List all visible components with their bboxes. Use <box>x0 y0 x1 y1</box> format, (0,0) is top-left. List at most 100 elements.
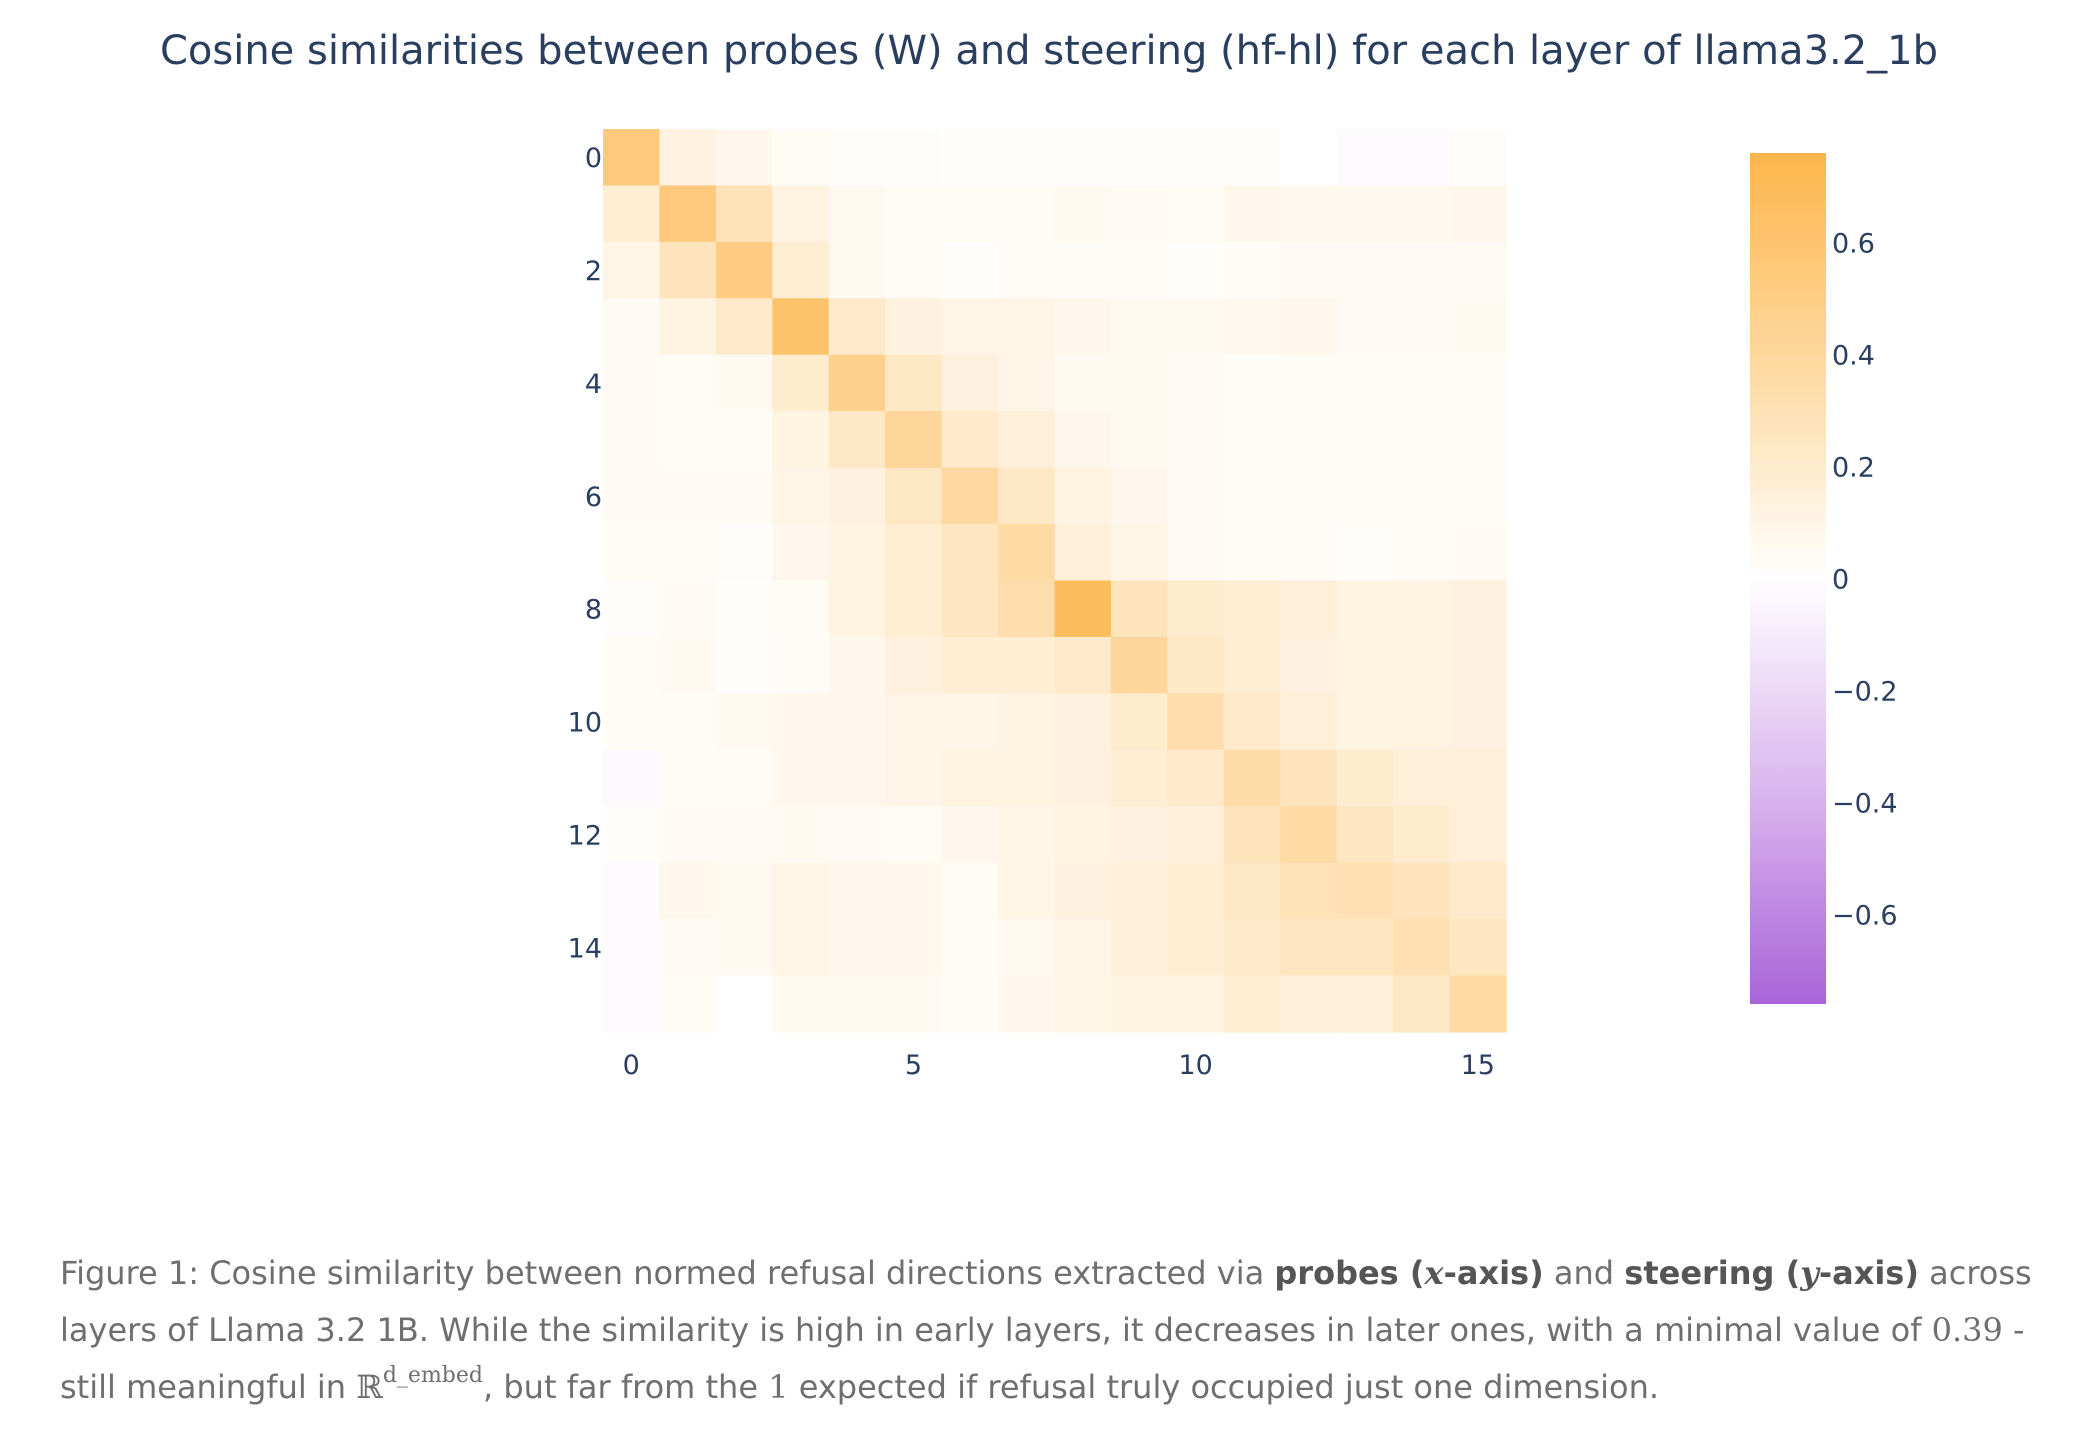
heatmap-cell <box>603 693 661 751</box>
heatmap-cell <box>1336 636 1394 694</box>
heatmap-cell <box>885 636 943 694</box>
heatmap-cell <box>603 975 661 1033</box>
heatmap-cell <box>715 298 773 356</box>
heatmap-cell <box>1280 975 1338 1033</box>
heatmap-cell <box>1110 129 1168 187</box>
heatmap-cell <box>1449 862 1507 920</box>
heatmap-cell <box>998 749 1056 807</box>
heatmap-cell <box>1223 749 1281 807</box>
heatmap-cell <box>772 693 830 751</box>
heatmap-cell <box>941 862 999 920</box>
heatmap-cell <box>772 467 830 525</box>
heatmap-cell <box>1167 636 1225 694</box>
heatmap-cell <box>1167 298 1225 356</box>
heatmap-cell <box>1336 693 1394 751</box>
heatmap-cell <box>603 298 661 356</box>
heatmap-cell <box>1054 185 1112 243</box>
heatmap-cell <box>1110 185 1168 243</box>
heatmap-cell <box>1054 862 1112 920</box>
heatmap-cell <box>1223 129 1281 187</box>
heatmap-cell <box>1393 129 1451 187</box>
heatmap-cell <box>659 919 717 977</box>
caption-space-superscript: d_embed <box>382 1363 483 1388</box>
heatmap-cell <box>1280 298 1338 356</box>
heatmap-cell <box>828 298 886 356</box>
heatmap-cell <box>1054 580 1112 638</box>
heatmap-cell <box>885 298 943 356</box>
figure-caption: Figure 1: Cosine similarity between norm… <box>60 1245 2050 1416</box>
heatmap-cell <box>998 524 1056 582</box>
heatmap-cell <box>1054 354 1112 412</box>
heatmap-cell <box>772 129 830 187</box>
heatmap-cell <box>715 580 773 638</box>
heatmap-cell <box>1280 919 1338 977</box>
heatmap-cell <box>828 241 886 299</box>
heatmap-cell <box>1167 411 1225 469</box>
heatmap-cell <box>1280 241 1338 299</box>
heatmap-cell <box>772 919 830 977</box>
heatmap-cell <box>603 749 661 807</box>
heatmap-cell <box>1280 467 1338 525</box>
heatmap-cell <box>1393 185 1451 243</box>
chart-title: Cosine similarities between probes (W) a… <box>159 28 1939 74</box>
heatmap-cell <box>1223 241 1281 299</box>
heatmap-cell <box>603 241 661 299</box>
heatmap-chart: 0 5 10 15 0 2 4 6 8 10 12 14 0.6 0.4 0.2 0 −0.2 −0.4 −0.… <box>568 129 1898 1081</box>
heatmap-cell <box>941 693 999 751</box>
caption-probes-label: probes (x-axis) <box>1274 1254 1544 1292</box>
caption-min-value: 0.39 <box>1931 1311 2003 1349</box>
heatmap-cell <box>603 411 661 469</box>
heatmap-cell <box>998 241 1056 299</box>
heatmap-cell <box>659 467 717 525</box>
heatmap-cell <box>1110 693 1168 751</box>
heatmap-cell <box>1280 806 1338 864</box>
y-tick-label: 6 <box>585 482 602 513</box>
heatmap-cell <box>1223 693 1281 751</box>
heatmap-cell <box>715 975 773 1033</box>
heatmap-cell <box>1280 411 1338 469</box>
heatmap-cell <box>885 185 943 243</box>
heatmap-cell <box>603 185 661 243</box>
heatmap-cell <box>1223 411 1281 469</box>
heatmap-cell <box>1110 354 1168 412</box>
caption-text-2: and <box>1553 1254 1615 1292</box>
y-tick-label: 12 <box>568 820 602 851</box>
heatmap-cell <box>603 806 661 864</box>
colorbar-tick-label: 0.2 <box>1832 453 1875 484</box>
colorbar-tick-label: 0.6 <box>1832 229 1875 260</box>
heatmap-cell <box>828 806 886 864</box>
heatmap-cell <box>715 241 773 299</box>
heatmap-cell <box>941 467 999 525</box>
heatmap-cell <box>772 241 830 299</box>
heatmap-cell <box>941 636 999 694</box>
heatmap-cell <box>1280 862 1338 920</box>
heatmap-cell <box>659 693 717 751</box>
heatmap-cell <box>998 354 1056 412</box>
heatmap-cell <box>1280 580 1338 638</box>
heatmap-cell <box>998 975 1056 1033</box>
heatmap-cell <box>828 129 886 187</box>
y-tick-label: 8 <box>585 595 602 626</box>
caption-text-5: , but far from the <box>483 1368 759 1406</box>
heatmap-cell <box>941 129 999 187</box>
heatmap-cell <box>1449 185 1507 243</box>
heatmap-cell <box>1167 524 1225 582</box>
x-tick-label: 0 <box>623 1050 640 1081</box>
heatmap-cell <box>715 693 773 751</box>
heatmap-cell <box>659 975 717 1033</box>
heatmap-cell <box>1223 919 1281 977</box>
heatmap-cell <box>1449 636 1507 694</box>
heatmap-cell <box>603 636 661 694</box>
heatmap-cell <box>1167 129 1225 187</box>
caption-steering-label: steering (y-axis) <box>1624 1254 1919 1292</box>
heatmap-cell <box>1280 185 1338 243</box>
heatmap-cell <box>603 524 661 582</box>
heatmap-cell <box>1393 524 1451 582</box>
colorbar <box>1750 153 1826 1004</box>
heatmap-cell <box>1167 693 1225 751</box>
heatmap-cell <box>1336 241 1394 299</box>
heatmap-cell <box>1449 411 1507 469</box>
heatmap-cell <box>885 919 943 977</box>
heatmap-cell <box>772 185 830 243</box>
heatmap-cell <box>1223 354 1281 412</box>
